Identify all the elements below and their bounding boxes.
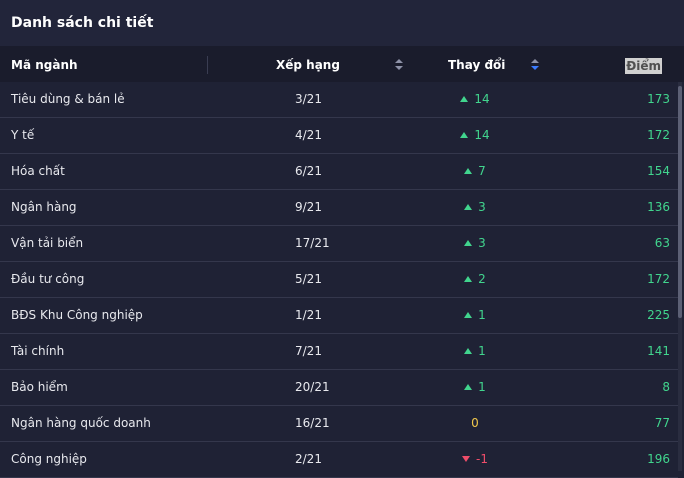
sector-change: 1: [430, 298, 520, 333]
column-header-code[interactable]: Mã ngành: [11, 58, 78, 72]
panel-title: Danh sách chi tiết: [0, 0, 684, 46]
sector-name: Bảo hiểm: [11, 380, 68, 394]
column-header-rank[interactable]: Xếp hạng: [276, 58, 340, 72]
arrow-up-icon: [464, 204, 473, 210]
sector-name: Vận tải biển: [11, 236, 84, 250]
sector-name: Tài chính: [11, 344, 65, 358]
sector-rank: 20/21: [295, 380, 330, 394]
sector-rank: 16/21: [295, 416, 330, 430]
sector-change: 3: [430, 226, 520, 261]
sector-score: 141: [647, 344, 670, 358]
sort-change-icon[interactable]: [531, 59, 539, 71]
sector-change: 14: [430, 118, 520, 153]
sector-score: 63: [654, 236, 670, 250]
arrow-up-icon: [464, 312, 473, 318]
arrow-up-icon: [460, 96, 469, 102]
sector-change: 1: [430, 334, 520, 369]
column-header-change[interactable]: Thay đổi: [448, 58, 506, 72]
table-row[interactable]: Y tế 4/21 14 172: [0, 118, 678, 154]
table-row[interactable]: Tiêu dùng & bán lẻ 3/21 14 173: [0, 82, 678, 118]
scrollbar-thumb[interactable]: [678, 86, 682, 318]
sector-change: 3: [430, 190, 520, 225]
sector-name: BĐS Khu Công nghiệp: [11, 308, 143, 322]
sector-change: 14: [430, 82, 520, 117]
sector-score: 172: [647, 128, 670, 142]
column-divider: [207, 56, 208, 74]
sector-name: Ngân hàng: [11, 200, 77, 214]
sector-rank: 2/21: [295, 452, 322, 466]
sector-score: 172: [647, 272, 670, 286]
table-row[interactable]: Hóa chất 6/21 7 154: [0, 154, 678, 190]
table-row[interactable]: Ngân hàng 9/21 3 136: [0, 190, 678, 226]
sort-rank-icon[interactable]: [395, 59, 403, 71]
sector-rank: 3/21: [295, 92, 322, 106]
sector-change: 7: [430, 154, 520, 189]
sector-name: Đầu tư công: [11, 272, 85, 286]
sector-name: Y tế: [11, 128, 35, 142]
sector-name: Tiêu dùng & bán lẻ: [11, 92, 125, 106]
column-header-score[interactable]: Điểm: [625, 58, 662, 74]
arrow-up-icon: [464, 384, 473, 390]
table-row[interactable]: Ngân hàng quốc doanh 16/21 0 77: [0, 406, 678, 442]
sector-score: 8: [662, 380, 670, 394]
arrow-down-icon: [462, 456, 471, 462]
table-header: Mã ngành Xếp hạng Thay đổi Điểm: [0, 46, 684, 82]
arrow-up-icon: [464, 240, 473, 246]
sector-rank: 9/21: [295, 200, 322, 214]
sector-score: 136: [647, 200, 670, 214]
vertical-scrollbar[interactable]: [678, 82, 682, 471]
sector-name: Công nghiệp: [11, 452, 87, 466]
sector-change: 0: [471, 416, 479, 430]
sector-rank: 17/21: [295, 236, 330, 250]
sector-rank: 6/21: [295, 164, 322, 178]
sector-name: Hóa chất: [11, 164, 65, 178]
arrow-up-icon: [464, 168, 473, 174]
sector-score: 225: [647, 308, 670, 322]
table-row[interactable]: Vận tải biển 17/21 3 63: [0, 226, 678, 262]
sector-rank: 7/21: [295, 344, 322, 358]
arrow-up-icon: [464, 276, 473, 282]
arrow-up-icon: [460, 132, 469, 138]
sector-rank: 1/21: [295, 308, 322, 322]
sector-score: 154: [647, 164, 670, 178]
sector-change: 2: [430, 262, 520, 297]
table-row[interactable]: Tài chính 7/21 1 141: [0, 334, 678, 370]
sector-rank: 4/21: [295, 128, 322, 142]
table-body: Tiêu dùng & bán lẻ 3/21 14 173 Y tế 4/21…: [0, 82, 678, 478]
table-row[interactable]: Đầu tư công 5/21 2 172: [0, 262, 678, 298]
sector-score: 77: [654, 416, 670, 430]
arrow-up-icon: [464, 348, 473, 354]
sector-rank: 5/21: [295, 272, 322, 286]
table-row[interactable]: BĐS Khu Công nghiệp 1/21 1 225: [0, 298, 678, 334]
sector-score: 196: [647, 452, 670, 466]
sector-name: Ngân hàng quốc doanh: [11, 416, 151, 430]
table-row[interactable]: Công nghiệp 2/21 -1 196: [0, 442, 678, 478]
table-row[interactable]: Bảo hiểm 20/21 1 8: [0, 370, 678, 406]
sector-change: 1: [430, 370, 520, 405]
sector-change: -1: [430, 442, 520, 477]
sector-score: 173: [647, 92, 670, 106]
